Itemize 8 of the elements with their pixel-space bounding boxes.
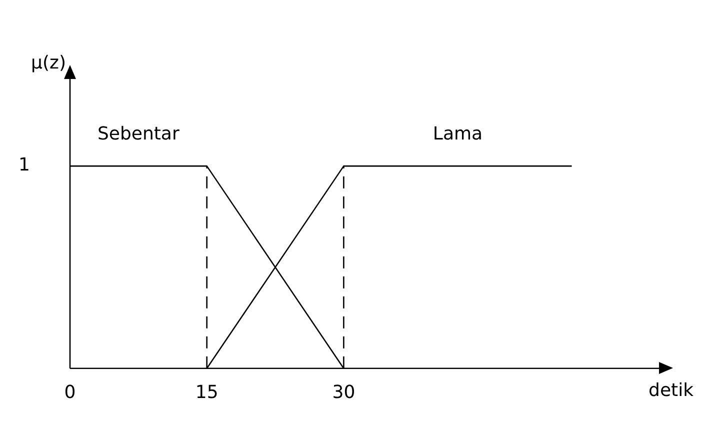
x-tick-label: 30	[332, 382, 356, 403]
annotation: 1	[18, 154, 30, 176]
x-axis-title: detik	[648, 380, 694, 402]
x-tick-label: 0	[64, 382, 76, 403]
text: μ(z)	[31, 52, 66, 74]
series-label: Lama	[432, 124, 483, 145]
series-label: Sebentar	[97, 124, 180, 145]
x-tick-label: 15	[195, 382, 218, 403]
